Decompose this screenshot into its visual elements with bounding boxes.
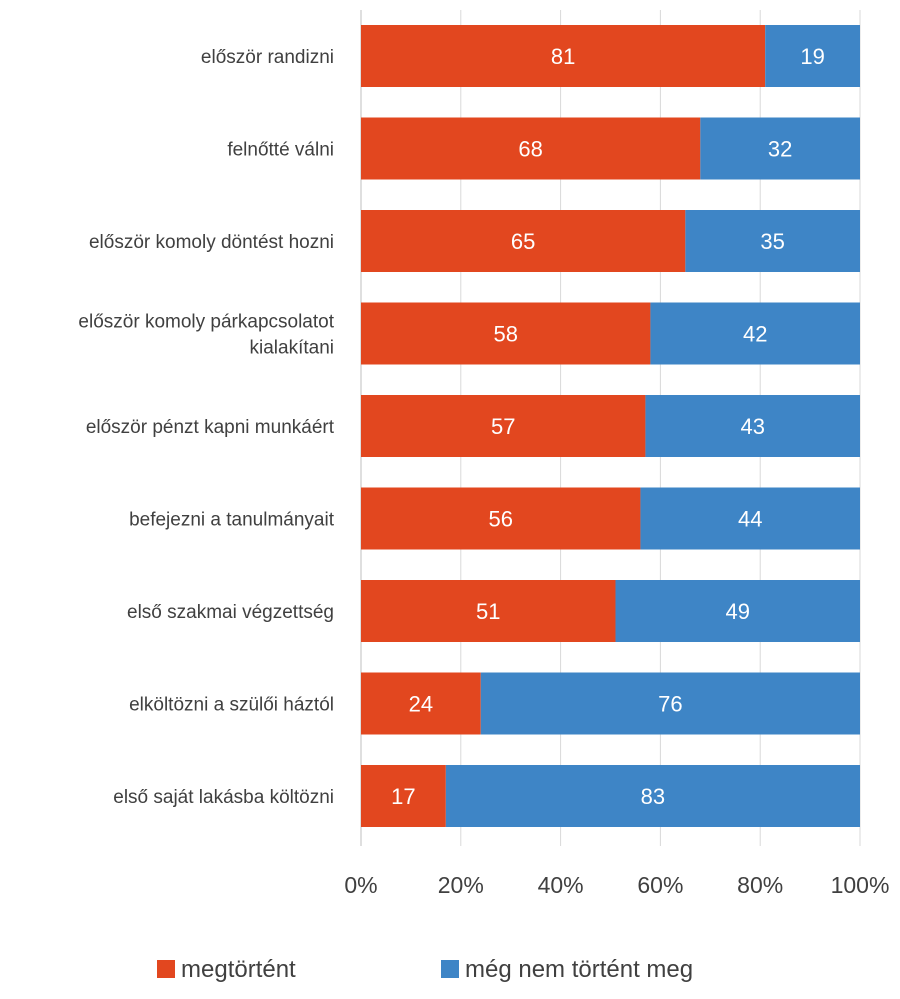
data-label: 19 <box>800 44 824 69</box>
legend-swatch <box>157 960 175 978</box>
x-tick-label: 40% <box>538 872 584 898</box>
bar-segment <box>650 302 860 365</box>
legend-swatch <box>441 960 459 978</box>
x-tick-label: 20% <box>438 872 484 898</box>
data-label: 43 <box>740 414 764 439</box>
category-label: befejezni a tanulmányait <box>129 510 335 531</box>
data-label: 76 <box>658 692 682 717</box>
bars: 81 19 68 32 65 35 58 42 57 43 56 44 51 49 24 76 17 83 <box>361 25 860 827</box>
bar-segment <box>361 395 646 457</box>
category-label-line: elköltözni a szülői háztól <box>129 695 334 716</box>
bar-segment <box>361 117 701 180</box>
bar-segment <box>361 765 446 827</box>
data-label: 32 <box>768 137 792 162</box>
bar-segment <box>765 25 860 87</box>
bar-segment <box>361 210 686 272</box>
category-label: első szakmai végzettség <box>127 602 334 623</box>
legend: megtörtént még nem történt meg <box>157 956 693 983</box>
x-tick-label: 0% <box>344 872 377 898</box>
category-label-line: kialakítani <box>250 338 335 359</box>
data-label: 83 <box>641 784 665 809</box>
data-label: 81 <box>551 44 575 69</box>
x-tick-label: 80% <box>737 872 783 898</box>
category-label-line: először pénzt kapni munkáért <box>86 417 335 438</box>
bar-segment <box>700 117 860 180</box>
data-label: 24 <box>409 692 433 717</box>
category-labels: először randizni felnőtté válni először ko… <box>78 47 334 808</box>
legend-label: megtörtént <box>181 956 296 983</box>
bar-segment <box>685 210 860 272</box>
category-label-line: felnőtté válni <box>227 140 334 161</box>
data-label: 17 <box>391 784 415 809</box>
data-label: 57 <box>491 414 515 439</box>
data-label: 44 <box>738 507 762 532</box>
bar-segment <box>640 487 860 550</box>
bar-segment <box>645 395 860 457</box>
bar-segment <box>615 580 860 642</box>
category-label: először komoly döntést hozni <box>89 232 334 253</box>
x-tick-label: 100% <box>831 872 890 898</box>
category-label-line: először komoly párkapcsolatot <box>78 312 334 333</box>
data-label: 68 <box>518 137 542 162</box>
bar-segment <box>361 25 766 87</box>
data-label: 49 <box>726 599 750 624</box>
category-label: első saját lakásba költözni <box>113 787 334 808</box>
bar-segment <box>361 487 641 550</box>
data-label: 42 <box>743 322 767 347</box>
data-label: 65 <box>511 229 535 254</box>
category-label: elköltözni a szülői háztól <box>129 695 334 716</box>
category-label: felnőtté válni <box>227 140 334 161</box>
bar-segment <box>480 672 860 735</box>
category-label-line: először komoly döntést hozni <box>89 232 334 253</box>
data-label: 58 <box>493 322 517 347</box>
category-label: először randizni <box>201 47 334 68</box>
data-label: 51 <box>476 599 500 624</box>
x-tick-label: 60% <box>637 872 683 898</box>
category-label-line: először randizni <box>201 47 334 68</box>
category-label-line: befejezni a tanulmányait <box>129 510 335 531</box>
bar-segment <box>361 302 651 365</box>
category-label: először komoly párkapcsolatot kialakítani <box>78 312 334 359</box>
legend-label: még nem történt meg <box>465 956 693 983</box>
data-label: 35 <box>760 229 784 254</box>
bar-segment <box>445 765 860 827</box>
bar-segment <box>361 672 481 735</box>
x-axis-ticks: 0% 20% 40% 60% 80% 100% <box>344 872 889 898</box>
category-label-line: első saját lakásba költözni <box>113 787 334 808</box>
category-label-line: első szakmai végzettség <box>127 602 334 623</box>
category-label: először pénzt kapni munkáért <box>86 417 335 438</box>
data-label: 56 <box>488 507 512 532</box>
bar-segment <box>361 580 616 642</box>
